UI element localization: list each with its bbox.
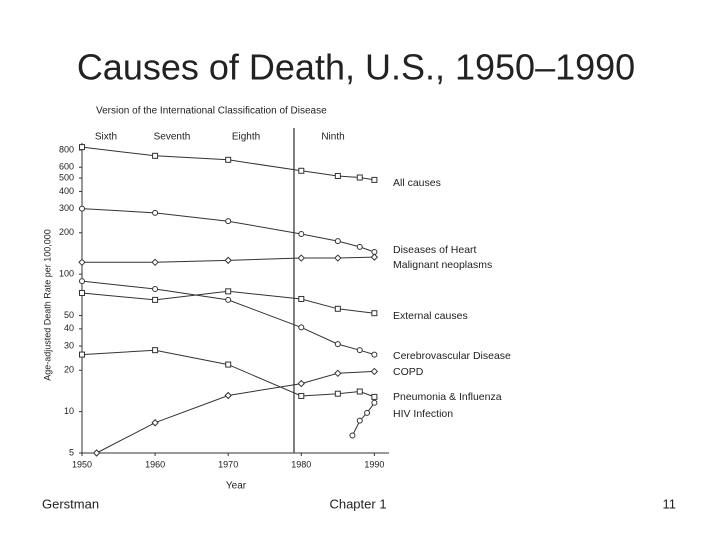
point <box>371 393 378 400</box>
footer-left: Gerstman <box>42 496 99 511</box>
point <box>356 347 363 354</box>
y-tick-label: 40 <box>64 323 74 333</box>
y-tick-label: 800 <box>59 144 74 154</box>
series-line <box>81 349 375 398</box>
y-tick-label: 600 <box>59 162 74 172</box>
point <box>370 253 379 261</box>
version-label: Ninth <box>321 132 344 143</box>
y-tick-label: 400 <box>59 186 74 196</box>
y-tick-label: 50 <box>64 310 74 320</box>
point <box>225 288 232 295</box>
point <box>371 351 378 358</box>
point <box>152 209 159 216</box>
x-tick-label: 1970 <box>218 459 238 469</box>
point <box>349 432 356 439</box>
series-line <box>82 256 375 263</box>
point <box>334 238 341 245</box>
point <box>334 254 342 262</box>
point <box>224 256 232 265</box>
point <box>79 144 85 151</box>
x-tick-label: 1980 <box>291 459 311 469</box>
x-tick-label: 1990 <box>364 459 384 469</box>
series-label: Malignant neoplasms <box>393 259 492 271</box>
slide-title: Causes of Death, U.S., 1950–1990 <box>77 47 635 88</box>
series-label: HIV Infection <box>393 408 453 420</box>
point <box>224 391 232 400</box>
series-label: Cerebrovascular Disease <box>393 350 511 362</box>
y-tick-label: 300 <box>59 203 74 213</box>
point <box>225 296 232 303</box>
series-label: Pneumonia & Influenza <box>393 391 502 403</box>
series-line <box>81 208 375 253</box>
point <box>371 399 378 406</box>
y-tick-label: 500 <box>59 172 74 182</box>
series-label: External causes <box>393 310 468 322</box>
point <box>152 296 159 303</box>
point <box>297 254 305 262</box>
x-tick-label: 1960 <box>145 459 165 469</box>
point <box>371 310 378 317</box>
chart-header: Version of the International Classificat… <box>96 106 327 117</box>
x-axis-label: Year <box>226 481 247 492</box>
point <box>298 392 305 399</box>
point <box>298 167 305 174</box>
point <box>298 324 305 331</box>
point <box>79 278 85 285</box>
point <box>334 172 341 179</box>
footer-center: Chapter 1 <box>329 496 386 511</box>
version-label: Sixth <box>95 132 117 143</box>
point <box>364 409 371 416</box>
point <box>225 218 232 225</box>
point <box>79 205 85 212</box>
point <box>151 258 159 267</box>
point <box>334 390 341 397</box>
version-label: Eighth <box>232 132 260 143</box>
series-line <box>96 370 375 454</box>
y-tick-label: 10 <box>64 406 74 416</box>
y-tick-label: 20 <box>64 365 74 375</box>
point <box>356 388 363 395</box>
series-label: COPD <box>393 366 424 378</box>
point <box>152 152 159 159</box>
series-label: All causes <box>393 177 441 189</box>
series-line <box>81 290 375 314</box>
point <box>298 230 305 237</box>
point <box>225 156 232 163</box>
point <box>78 258 86 267</box>
point <box>334 305 341 312</box>
series-line <box>352 402 375 436</box>
point <box>79 351 85 358</box>
point <box>371 176 378 183</box>
point <box>152 285 159 292</box>
point <box>334 341 341 348</box>
y-tick-label: 5 <box>69 447 74 457</box>
series-line <box>81 146 375 181</box>
point <box>356 243 363 250</box>
point <box>356 174 363 181</box>
point <box>225 361 232 368</box>
point <box>297 379 305 388</box>
point <box>79 289 85 296</box>
point <box>334 369 342 378</box>
point <box>152 347 159 354</box>
point <box>370 367 379 376</box>
y-tick-label: 30 <box>64 340 74 350</box>
point <box>92 449 101 457</box>
y-axis-label: Age-adjusted Death Rate per 100,000 <box>42 229 52 381</box>
footer-right: 11 <box>663 496 677 511</box>
point <box>356 417 363 424</box>
point <box>151 419 159 427</box>
y-tick-label: 200 <box>59 227 74 237</box>
version-label: Seventh <box>154 132 191 143</box>
y-tick-label: 100 <box>59 269 74 279</box>
x-tick-label: 1950 <box>72 459 92 469</box>
point <box>298 295 305 302</box>
series-label: Diseases of Heart <box>393 244 477 256</box>
